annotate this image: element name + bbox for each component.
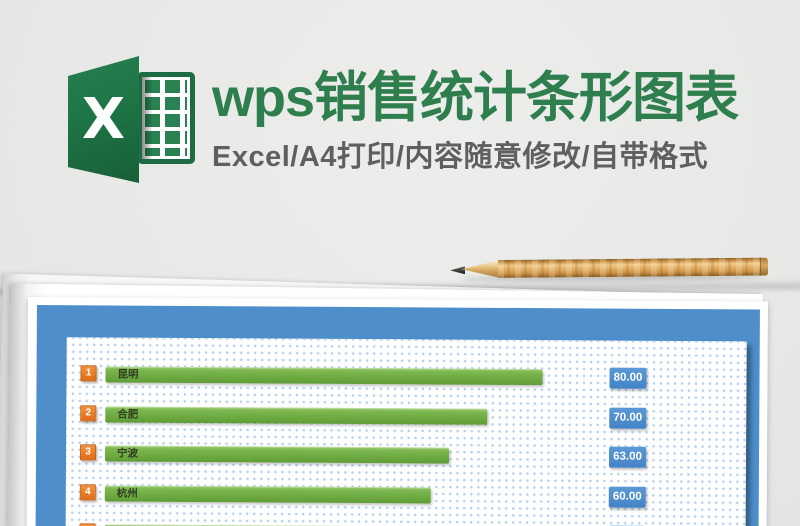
city-label: 杭州 (116, 487, 138, 500)
excel-logo-flag: X (68, 56, 139, 183)
city-label: 昆明 (117, 368, 139, 381)
rank-badge: 1 (80, 365, 97, 382)
chart-row: 1 昆明 80.00 (66, 364, 746, 389)
value-badge: 63.00 (608, 446, 647, 468)
value-badge: 60.00 (608, 486, 646, 508)
rank-badge: 3 (80, 444, 97, 461)
value-badge: 80.00 (609, 367, 647, 389)
pencil-body (497, 257, 763, 278)
city-label: 宁波 (117, 447, 139, 460)
pencil-wood-cone (462, 260, 500, 278)
chart-row (65, 522, 745, 526)
city-bar: 杭州 (104, 484, 431, 503)
chart-row: 3 宁波 63.00 (66, 443, 746, 468)
pencil-graphic (450, 256, 769, 283)
chart-area: 1 昆明 80.00 2 合肥 70.00 3 宁波 63.00 4 杭州 60… (65, 337, 747, 526)
excel-logo-grid (145, 80, 187, 156)
header-text: wps销售统计条形图表 Excel/A4打印/内容随意修改/自带格式 (212, 70, 772, 175)
pencil-end-cap (759, 257, 769, 276)
chart-row: 4 杭州 60.00 (66, 483, 746, 508)
page-subtitle: Excel/A4打印/内容随意修改/自带格式 (212, 140, 709, 173)
document-blue-frame: 1 昆明 80.00 2 合肥 70.00 3 宁波 63.00 4 杭州 60… (35, 305, 760, 526)
rank-badge: 2 (80, 404, 97, 421)
city-bar: 昆明 (105, 366, 543, 386)
excel-logo: X (66, 54, 198, 186)
excel-logo-spreadsheet (137, 72, 195, 164)
value-badge: 70.00 (609, 407, 647, 429)
page-title: wps销售统计条形图表 (212, 68, 739, 128)
document-preview: 1 昆明 80.00 2 合肥 70.00 3 宁波 63.00 4 杭州 60… (26, 297, 768, 526)
chart-row: 2 合肥 70.00 (66, 404, 746, 429)
pencil-tip-icon (450, 266, 465, 274)
city-bar: 合肥 (105, 405, 488, 425)
city-bar: 宁波 (104, 445, 450, 464)
excel-logo-shadow (142, 77, 153, 159)
city-label: 合肥 (117, 408, 139, 421)
rank-badge: 4 (79, 483, 96, 500)
excel-x-icon: X (81, 86, 126, 152)
